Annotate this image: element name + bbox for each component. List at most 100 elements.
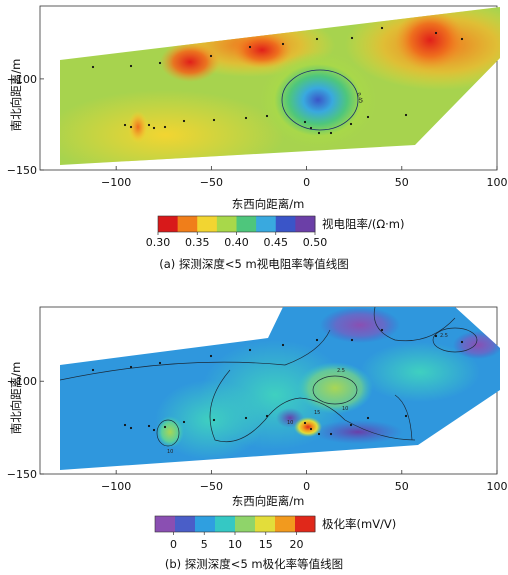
colorbar-cell xyxy=(175,516,196,532)
xtick-label: −50 xyxy=(200,176,223,189)
colorbar-tick-label: 0 xyxy=(170,538,177,551)
station-point xyxy=(380,26,384,30)
colorbar-tick-label: 0.35 xyxy=(185,236,210,249)
panel-b-xticks: −100 −50 0 50 100 xyxy=(101,470,508,493)
panel-b-yticks: −100 −150 xyxy=(7,375,44,481)
panel-b-ylabel: 南北向距离/m xyxy=(9,362,23,435)
panel-a-colorbar: 0.30 0.35 0.40 0.45 0.50 视电阻率/(Ω·m) xyxy=(146,215,405,249)
station-point xyxy=(129,64,133,68)
colorbar-tick-label: 5 xyxy=(201,538,208,551)
colorbar-cell xyxy=(295,516,316,532)
colorbar-cell xyxy=(235,516,256,532)
station-point xyxy=(212,418,216,422)
station-point xyxy=(248,45,252,49)
station-point xyxy=(244,416,248,420)
station-point xyxy=(209,354,213,358)
station-point xyxy=(147,424,151,428)
panel-b-stations xyxy=(91,328,464,436)
panel-a-xticks: −100 −50 0 50 100 xyxy=(101,166,508,189)
panel-a-xlabel: 东西向距离/m xyxy=(232,197,305,211)
panel-a-colorbar-label: 视电阻率/(Ω·m) xyxy=(322,217,405,231)
colorbar-cell xyxy=(215,516,236,532)
panel-b-plot: 2.5 10 10 15 10 2.5 −100 −50 0 50 100 −100−1… xyxy=(7,306,508,508)
colorbar-cell xyxy=(216,216,237,232)
colorbar-cell xyxy=(275,216,296,232)
panel-b-xlabel: 东西向距离/m xyxy=(232,494,305,508)
colorbar-cell xyxy=(275,516,296,532)
station-point xyxy=(281,343,285,347)
panel-b-colorbar-label: 极化率(mV/V) xyxy=(322,517,396,531)
xtick-label: 0 xyxy=(303,176,310,189)
colorbar-tick-label: 0.45 xyxy=(264,236,289,249)
station-point xyxy=(182,420,186,424)
colorbar-tick-label: 0.30 xyxy=(146,236,171,249)
colorbar-tick-label: 0.50 xyxy=(303,236,328,249)
panel-b-contour-label-2: 10 xyxy=(342,406,348,412)
ytick-label: −150 xyxy=(7,468,37,481)
xtick-label: 100 xyxy=(487,480,508,493)
station-point xyxy=(349,423,353,427)
panel-a-yticks: −100 −150 xyxy=(7,73,44,177)
xtick-label: −100 xyxy=(101,480,131,493)
colorbar-cell xyxy=(195,516,216,532)
station-point xyxy=(309,126,313,130)
station-point xyxy=(123,423,127,427)
panel-a-plot: 0.45 −100 −50 0 50 100 −100 −150 东西向距离/m 南北向距… xyxy=(7,5,508,211)
station-point xyxy=(404,113,408,117)
panel-b-contour-label-3: 10 xyxy=(287,420,293,426)
station-point xyxy=(434,31,438,35)
ytick-label: −150 xyxy=(7,164,37,177)
xtick-label: −100 xyxy=(101,176,131,189)
colorbar-cell xyxy=(158,216,179,232)
station-point xyxy=(91,65,95,69)
station-point xyxy=(147,123,151,127)
station-point xyxy=(152,126,156,130)
station-point xyxy=(460,37,464,41)
station-point xyxy=(329,432,333,436)
station-point xyxy=(303,120,307,124)
station-point xyxy=(152,428,156,432)
station-point xyxy=(212,118,216,122)
colorbar-cell xyxy=(177,216,198,232)
station-point xyxy=(248,348,252,352)
colorbar-cell xyxy=(295,216,316,232)
panel-b-contour-label-6: 2.5 xyxy=(440,333,448,339)
station-point xyxy=(182,119,186,123)
panel-b-colorbar: 0 5 10 15 20 极化率(mV/V) xyxy=(154,515,396,551)
station-point xyxy=(404,414,408,418)
colorbar-cell xyxy=(155,516,176,532)
panel-a-contour-label: 0.45 xyxy=(355,92,364,104)
station-point xyxy=(349,122,353,126)
station-point xyxy=(315,37,319,41)
station-point xyxy=(366,115,370,119)
ytick-label: −100 xyxy=(7,73,37,86)
station-point xyxy=(315,338,319,342)
panel-a-ylabel: 南北向距离/m xyxy=(9,59,23,132)
panel-a-colorbar-cells xyxy=(158,216,316,232)
station-point xyxy=(317,131,321,135)
colorbar-cell xyxy=(256,216,277,232)
panel-b-contour-label-1: 2.5 xyxy=(337,368,345,374)
station-point xyxy=(434,334,438,338)
panel-b-contour-label-4: 15 xyxy=(314,410,320,416)
station-point xyxy=(123,123,127,127)
colorbar-tick-label: 0.40 xyxy=(224,236,249,249)
station-point xyxy=(244,116,248,120)
station-point xyxy=(129,426,133,430)
station-point xyxy=(303,421,307,425)
colorbar-tick-label: 20 xyxy=(290,538,304,551)
station-point xyxy=(158,361,162,365)
station-point xyxy=(350,338,354,342)
station-point xyxy=(380,328,384,332)
station-point xyxy=(350,36,354,40)
station-point xyxy=(158,61,162,65)
colorbar-tick-label: 15 xyxy=(259,538,273,551)
panel-b-caption: (b) 探测深度<5 m极化率等值线图 xyxy=(165,557,343,571)
station-point xyxy=(163,125,167,129)
station-point xyxy=(209,54,213,58)
station-point xyxy=(281,42,285,46)
station-point xyxy=(317,432,321,436)
station-point xyxy=(265,114,269,118)
station-point xyxy=(91,368,95,372)
